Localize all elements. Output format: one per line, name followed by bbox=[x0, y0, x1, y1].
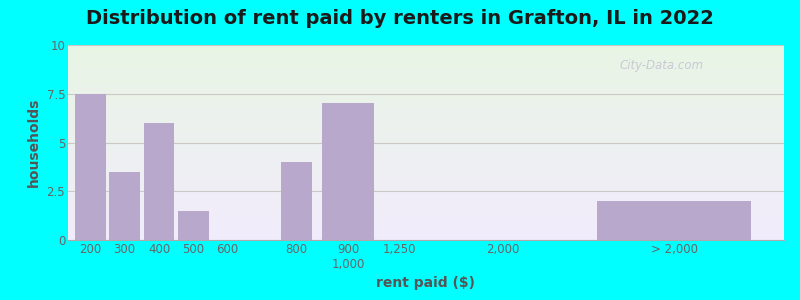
Y-axis label: households: households bbox=[27, 98, 41, 187]
Bar bbox=[281, 162, 312, 240]
Text: Distribution of rent paid by renters in Grafton, IL in 2022: Distribution of rent paid by renters in … bbox=[86, 9, 714, 28]
Text: City-Data.com: City-Data.com bbox=[619, 58, 703, 72]
Bar bbox=[110, 172, 140, 240]
Bar bbox=[143, 123, 174, 240]
X-axis label: rent paid ($): rent paid ($) bbox=[377, 276, 475, 290]
Bar bbox=[597, 201, 751, 240]
Bar bbox=[178, 211, 209, 240]
Bar bbox=[322, 103, 374, 240]
Bar bbox=[75, 94, 106, 240]
